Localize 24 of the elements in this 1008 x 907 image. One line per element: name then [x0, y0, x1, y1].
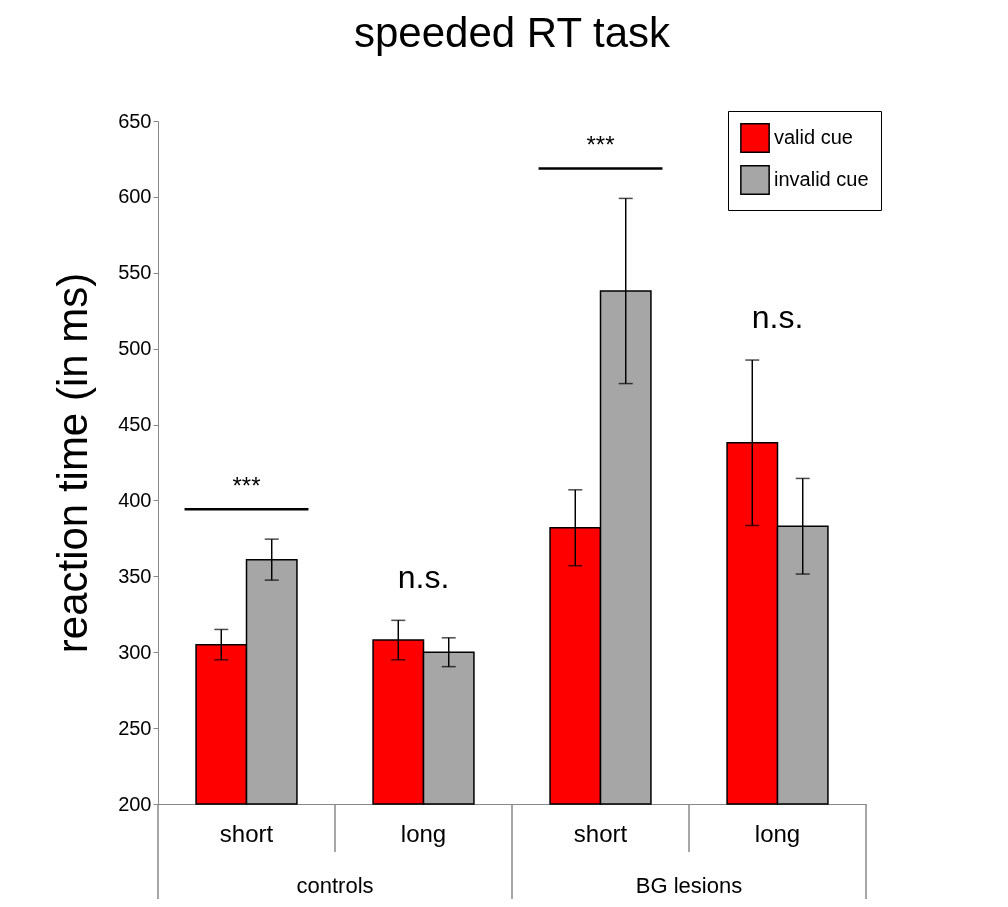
y-axis-title: reaction time (in ms) — [49, 272, 97, 654]
y-tick-label: 550 — [118, 261, 152, 284]
y-tick-label: 650 — [118, 109, 152, 132]
chart-title: speeded RT task — [354, 8, 671, 56]
y-tick-label: 250 — [118, 716, 152, 739]
x-tick-label: short — [219, 819, 274, 847]
annotation: n.s. — [751, 299, 804, 336]
annotation: *** — [586, 131, 615, 159]
x-tick-label: long — [400, 819, 447, 847]
annotation: n.s. — [397, 559, 450, 596]
legend-label: invalid cue — [774, 168, 869, 190]
legend-label: valid cue — [774, 126, 853, 148]
y-tick-label: 450 — [118, 413, 152, 436]
y-tick-label: 300 — [118, 640, 152, 663]
annotation: *** — [232, 472, 261, 500]
y-tick-label: 350 — [118, 564, 152, 587]
text: BG lesions — [635, 873, 743, 898]
y-tick-label: 500 — [118, 337, 152, 360]
y-tick-label: 600 — [118, 185, 152, 208]
x-tick-label: short — [573, 819, 628, 847]
y-tick-label: 200 — [118, 792, 152, 815]
x-tick-label: long — [754, 819, 801, 847]
text: controls — [296, 873, 374, 898]
y-tick-label: 400 — [118, 488, 152, 511]
